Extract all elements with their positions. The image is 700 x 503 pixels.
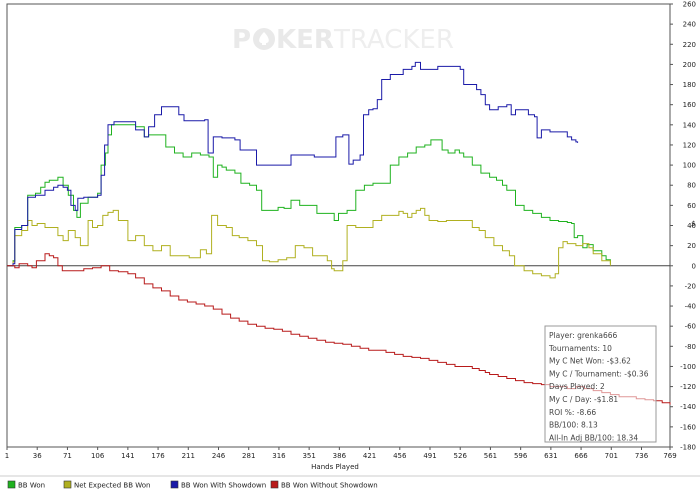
x-tick-label: 281 xyxy=(242,452,255,460)
y-tick-label: 180 xyxy=(683,81,696,89)
x-tick-label: 106 xyxy=(91,452,105,460)
y-tick-label: 200 xyxy=(683,61,696,69)
watermark-logo: P KER TRACKER xyxy=(232,25,454,55)
watermark-text-3: TRACKER xyxy=(333,25,454,55)
y-tick-label: 20 xyxy=(687,242,696,250)
legend-label: Net Expected BB Won xyxy=(74,482,150,490)
y-tick-label: 40 xyxy=(687,222,696,230)
x-tick-label: 141 xyxy=(121,452,134,460)
y-tick-label: -120 xyxy=(680,383,696,391)
y-tick-label: 260 xyxy=(683,1,696,9)
y-tick-label: 0 xyxy=(692,262,696,270)
legend-swatch xyxy=(270,480,279,489)
stat-line: My C Net Won: -$3.62 xyxy=(549,357,631,366)
x-tick-label: 701 xyxy=(605,452,618,460)
x-tick-label: 1 xyxy=(5,452,9,460)
stat-line: BB/100: 8.13 xyxy=(549,421,598,430)
legend: BB Won Net Expected BB Won BB Won With Sho… xyxy=(7,480,378,490)
stats-box: Player: grenka666 Tournaments: 10 My C Net… xyxy=(544,325,657,443)
x-tick-label: 491 xyxy=(423,452,436,460)
spade-icon xyxy=(259,32,269,45)
y-tick-label: -160 xyxy=(680,423,696,431)
x-tick-label: 666 xyxy=(574,452,588,460)
y-axis: 260240220200180160140120100806040200-20-… xyxy=(670,1,696,452)
y-tick-label: -140 xyxy=(680,403,696,411)
y-tick-label: 160 xyxy=(683,101,696,109)
x-tick-label: 246 xyxy=(212,452,226,460)
y-tick-label: 140 xyxy=(683,121,696,129)
x-tick-label: 421 xyxy=(363,452,376,460)
x-tick-label: 596 xyxy=(514,452,528,460)
x-tick-label: 36 xyxy=(33,452,42,460)
x-tick-label: 351 xyxy=(302,452,315,460)
x-tick-label: 316 xyxy=(272,452,286,460)
stat-line: My C / Day: -$1.81 xyxy=(549,395,618,404)
x-tick-label: 561 xyxy=(484,452,497,460)
stat-line: Days Played: 2 xyxy=(549,382,605,391)
watermark-text-1: P xyxy=(232,25,251,55)
y-tick-label: -180 xyxy=(680,444,696,452)
y-tick-label: -60 xyxy=(685,323,696,331)
y-tick-label: 120 xyxy=(683,141,696,149)
stat-line: ROI %: -8.66 xyxy=(549,408,596,417)
x-tick-label: 736 xyxy=(635,452,649,460)
x-axis: 1 36 71 106 141 176 211 246 281 316 351 386 421 456 49… xyxy=(5,447,677,460)
y-tick-label: -20 xyxy=(685,282,696,290)
series-line-2 xyxy=(7,61,579,267)
x-tick-label: 456 xyxy=(393,452,407,460)
legend-swatch xyxy=(170,480,179,489)
y-tick-label: 60 xyxy=(687,202,696,210)
stats-lines: Player: grenka666 Tournaments: 10 My C Net… xyxy=(548,331,649,442)
series-line-0 xyxy=(7,124,611,267)
legend-swatch xyxy=(7,480,16,489)
legend-swatch xyxy=(63,480,72,489)
legend-label: BB Won Without Showdown xyxy=(281,482,378,490)
x-tick-label: 211 xyxy=(182,452,195,460)
stat-line: My C / Tournament: -$0.36 xyxy=(549,369,649,378)
y-tick-label: 220 xyxy=(683,41,696,49)
y-tick-label: -80 xyxy=(685,343,696,351)
y-tick-label: 80 xyxy=(687,182,696,190)
stat-line: Player: grenka666 xyxy=(549,331,618,340)
x-tick-label: 769 xyxy=(663,452,676,460)
x-tick-label: 386 xyxy=(333,452,347,460)
stats-box-frame xyxy=(544,325,657,443)
watermark-text-2: KER xyxy=(276,25,334,55)
x-tick-label: 176 xyxy=(151,452,165,460)
x-tick-label: 526 xyxy=(454,452,468,460)
y-tick-label: 240 xyxy=(683,21,696,29)
series-line-1 xyxy=(7,207,611,279)
y-tick-label: -40 xyxy=(685,303,696,311)
x-tick-label: 71 xyxy=(63,452,72,460)
legend-label: BB Won xyxy=(18,482,45,490)
y-tick-label: -100 xyxy=(680,363,696,371)
x-tick-label: 631 xyxy=(544,452,557,460)
legend-label: BB Won With Showdown xyxy=(181,482,266,490)
stat-line: All-In Adj BB/100: 18.34 xyxy=(549,433,638,442)
x-axis-label: Hands Played xyxy=(311,463,359,471)
y-axis-label: $ xyxy=(691,220,695,228)
y-tick-label: 100 xyxy=(683,162,696,170)
stat-line: Tournaments: 10 xyxy=(548,344,612,353)
